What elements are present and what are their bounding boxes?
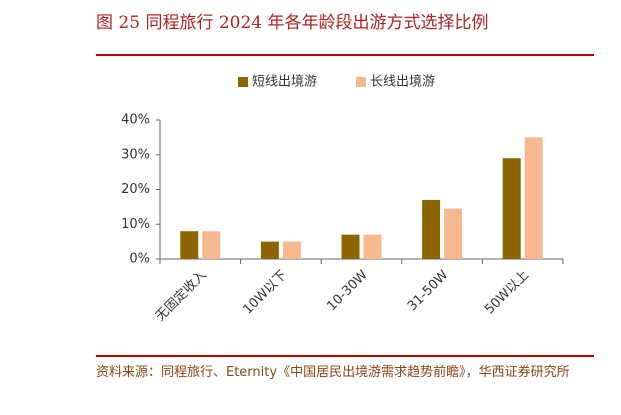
y-tick-label: 0% (129, 252, 150, 267)
source-note: 资料来源：同程旅行、Eternity《中国居民出境游需求趋势前瞻》，华西证券研究… (96, 365, 570, 380)
bar (202, 231, 221, 259)
bar (260, 241, 279, 259)
chart-title: 图 25 同程旅行 2024 年各年龄段出游方式选择比例 (96, 13, 489, 33)
legend-label: 长线出境游 (370, 75, 435, 90)
legend-swatch (238, 77, 248, 87)
bar (282, 241, 301, 259)
bar (502, 158, 521, 259)
bar (341, 234, 360, 259)
bar (422, 199, 441, 259)
x-tick-label: 10-30W (324, 268, 371, 315)
bar (524, 137, 543, 259)
bar (180, 231, 199, 259)
x-tick-label: 31-50W (405, 268, 452, 315)
legend-label: 短线出境游 (252, 75, 317, 90)
y-tick-label: 40% (121, 113, 150, 128)
legend-swatch (356, 77, 366, 87)
y-tick-label: 20% (121, 182, 150, 197)
y-tick-label: 10% (121, 217, 150, 232)
bar (444, 208, 463, 259)
bar (363, 234, 382, 259)
x-tick-label: 无固定收入 (153, 268, 210, 325)
y-tick-label: 30% (121, 147, 150, 162)
x-tick-label: 50W以上 (482, 268, 532, 318)
x-tick-label: 10W以下 (240, 268, 290, 318)
